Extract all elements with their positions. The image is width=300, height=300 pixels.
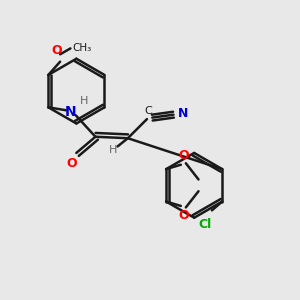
- Text: N: N: [64, 105, 76, 119]
- Text: O: O: [178, 209, 189, 222]
- Text: H: H: [109, 145, 117, 155]
- Text: CH₃: CH₃: [72, 44, 91, 53]
- Text: C: C: [145, 106, 152, 116]
- Text: O: O: [52, 44, 62, 57]
- Text: N: N: [178, 107, 188, 120]
- Text: O: O: [178, 149, 189, 162]
- Text: Cl: Cl: [198, 218, 211, 231]
- Text: O: O: [67, 158, 77, 170]
- Text: H: H: [80, 96, 88, 106]
